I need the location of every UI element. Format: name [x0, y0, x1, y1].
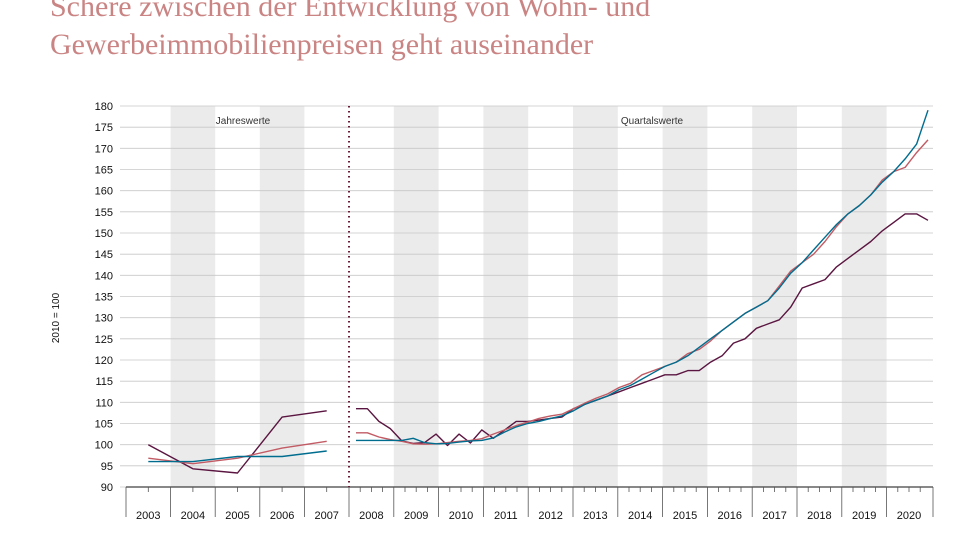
y-tick-label: 115	[95, 376, 113, 388]
series-1-quarterly-line	[356, 109, 929, 445]
series-3-annual-line	[147, 410, 327, 474]
x-tick-label: 2015	[673, 510, 697, 522]
y-tick-label: 95	[101, 461, 113, 473]
y-tick-label: 145	[95, 249, 113, 261]
y-tick-label: 100	[95, 440, 113, 452]
y-tick-label: 90	[101, 482, 113, 494]
series-2-quarterly-line	[356, 139, 929, 445]
y-tick-label: 105	[95, 419, 113, 431]
y-tick-label: 150	[95, 228, 113, 240]
section-label-quarterly: Quartalswerte	[621, 116, 684, 127]
title-line-1: Schere zwischen der Entwicklung von Wohn…	[50, 0, 651, 23]
y-axis-ticks: 90 95 100 105 110 115 120 125 130 135 140 145 150 155…	[95, 101, 113, 494]
y-axis-label: 2010 = 100	[51, 292, 62, 343]
x-tick-label: 2007	[314, 510, 338, 522]
y-tick-label: 130	[95, 313, 113, 325]
x-tick-label: 2012	[538, 510, 562, 522]
x-tick-label: 2003	[136, 510, 160, 522]
y-tick-label: 175	[95, 122, 113, 134]
x-tick-label: 2011	[494, 510, 518, 522]
y-tick-label: 170	[95, 143, 113, 155]
x-tick-label: 2006	[270, 510, 294, 522]
x-tick-label: 2019	[852, 510, 876, 522]
series-1-annual-line	[148, 450, 327, 463]
x-tick-label: 2020	[897, 510, 921, 522]
y-tick-label: 160	[95, 186, 113, 198]
x-tick-label: 2009	[404, 510, 428, 522]
x-tick-label: 2016	[718, 510, 742, 522]
y-tick-label: 135	[95, 292, 113, 304]
x-tick-label: 2010	[449, 510, 473, 522]
y-tick-label: 140	[95, 270, 113, 282]
y-tick-label: 180	[95, 101, 113, 113]
x-axis: 2003 2004 2005 2006 2007 2008 2009 2010 2011 2012…	[125, 486, 934, 522]
x-tick-label: 2017	[762, 510, 786, 522]
y-tick-label: 165	[95, 165, 113, 177]
x-tick-label: 2004	[181, 510, 205, 522]
title-line-2: Gewerbeimmobilienpreisen geht auseinande…	[50, 28, 594, 61]
x-tick-label: 2005	[225, 510, 249, 522]
y-tick-label: 155	[95, 207, 113, 219]
series-lines	[147, 109, 929, 474]
y-tick-label: 110	[95, 397, 113, 409]
x-tick-label: 2014	[628, 510, 652, 522]
y-tick-label: 120	[95, 355, 113, 367]
chart-title: Schere zwischen der Entwicklung von Wohn…	[50, 0, 950, 64]
x-tick-label: 2008	[359, 510, 383, 522]
section-label-annual: Jahreswerte	[216, 116, 271, 127]
x-tick-label: 2013	[583, 510, 607, 522]
y-tick-label: 125	[95, 334, 113, 346]
x-tick-label: 2018	[807, 510, 831, 522]
